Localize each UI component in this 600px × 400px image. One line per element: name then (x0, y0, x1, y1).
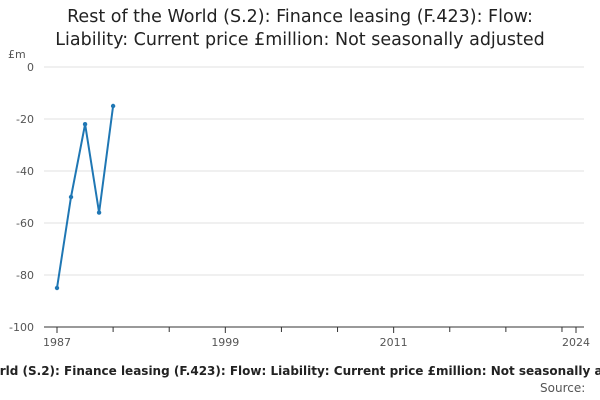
chart-title-line-1: Rest of the World (S.2): Finance leasing… (67, 7, 533, 27)
x-tick-label: 1999 (211, 336, 239, 349)
y-tick-labels: 0 -20 -40 -60 -80 -100 (9, 61, 34, 334)
series-lines (56, 105, 115, 289)
y-tick-label: -40 (16, 165, 34, 178)
x-tick-label: 2024 (562, 336, 590, 349)
data-point (68, 194, 74, 200)
data-point (82, 122, 88, 127)
y-tick-label: -60 (16, 217, 34, 230)
data-point (96, 210, 102, 215)
y-tick-label: -100 (9, 321, 34, 334)
x-tick-label: 1987 (43, 336, 71, 349)
chart-title: Rest of the World (S.2): Finance leasing… (0, 6, 600, 52)
y-tick-label: -80 (16, 269, 34, 282)
data-point (110, 103, 116, 109)
y-gridlines (44, 66, 584, 276)
y-tick-label: -20 (16, 113, 34, 126)
chart-title-line-2: Liability: Current price £million: Not s… (55, 30, 545, 50)
data-point (54, 285, 60, 291)
source-label: Source: (540, 381, 586, 395)
series-caption: Rest of the World (S.2): Finance leasing… (0, 364, 600, 378)
x-tick-label: 2011 (380, 336, 408, 349)
series-points (54, 103, 116, 291)
series-line (56, 105, 115, 289)
x-axis (44, 326, 584, 333)
y-tick-label: 0 (27, 61, 34, 74)
x-tick-labels: 1987 1999 2011 2024 (43, 336, 590, 349)
y-axis-label: £m (8, 48, 26, 61)
